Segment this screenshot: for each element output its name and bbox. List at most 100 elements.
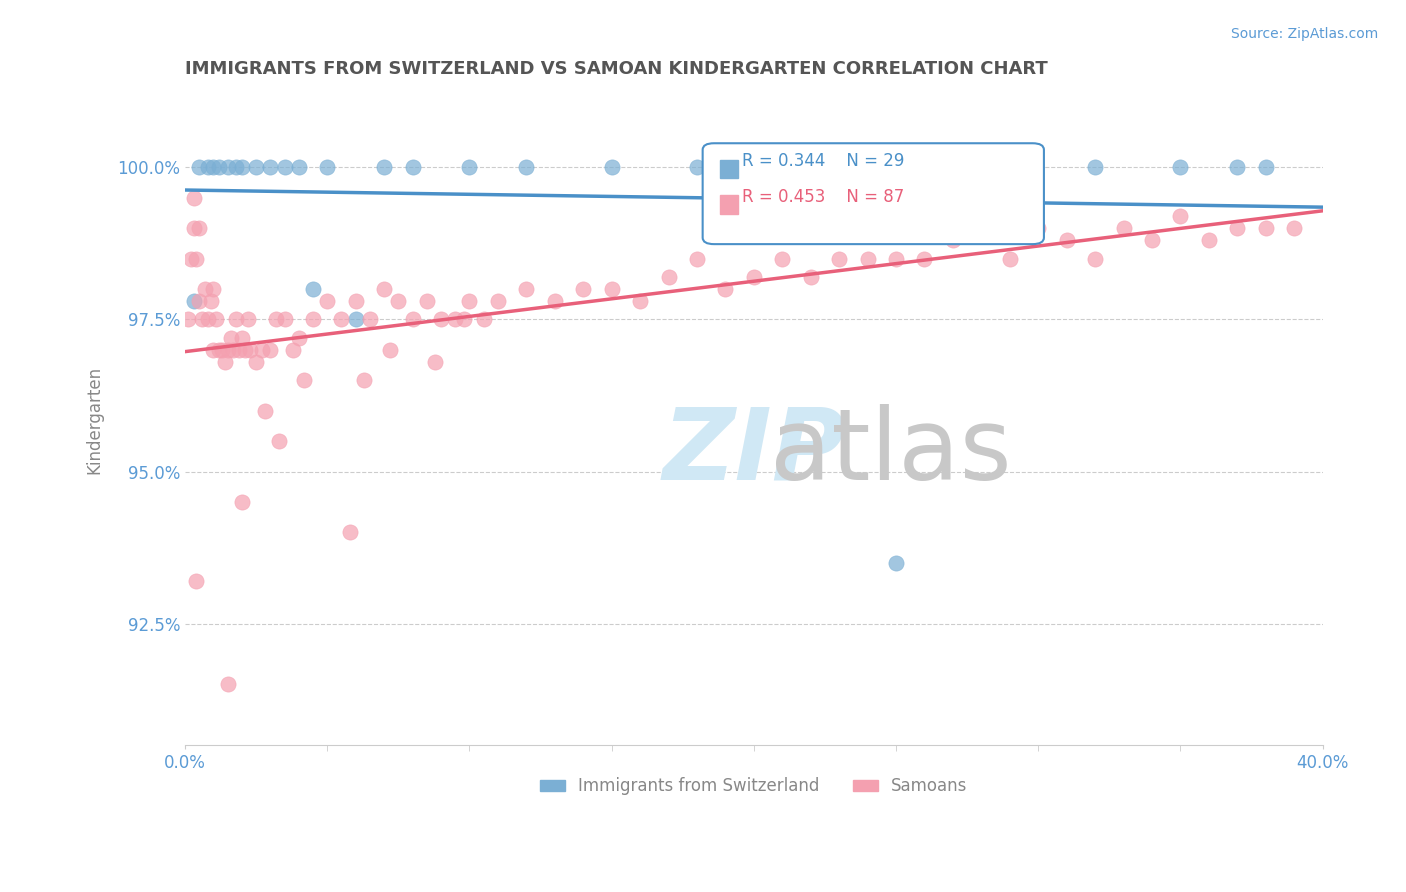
- Point: [214, 355, 236, 369]
- Point: [515, 282, 537, 296]
- Point: [294, 373, 316, 387]
- Point: [281, 343, 304, 357]
- Point: [180, 252, 202, 266]
- Point: [233, 343, 256, 357]
- Point: [302, 282, 325, 296]
- Point: [742, 161, 765, 175]
- Point: [188, 221, 211, 235]
- Point: [600, 282, 623, 296]
- Point: [188, 294, 211, 309]
- Point: [1170, 161, 1192, 175]
- Point: [273, 312, 295, 326]
- Point: [205, 312, 228, 326]
- Point: [998, 252, 1021, 266]
- Point: [191, 312, 214, 326]
- Point: [430, 312, 453, 326]
- Point: [197, 161, 219, 175]
- Point: [316, 161, 339, 175]
- Point: [1282, 221, 1305, 235]
- Point: [288, 331, 311, 345]
- Point: [211, 343, 233, 357]
- Point: [714, 282, 737, 296]
- Text: atlas: atlas: [769, 404, 1011, 501]
- Point: [273, 161, 295, 175]
- Point: [202, 161, 225, 175]
- Point: [970, 161, 993, 175]
- Point: [515, 161, 537, 175]
- Point: [458, 294, 481, 309]
- Point: [1254, 161, 1277, 175]
- Point: [217, 161, 239, 175]
- Point: [217, 343, 239, 357]
- Point: [245, 161, 267, 175]
- Point: [600, 161, 623, 175]
- Point: [177, 312, 200, 326]
- Point: [387, 294, 409, 309]
- Text: ZIP: ZIP: [662, 404, 845, 501]
- Point: [401, 312, 423, 326]
- Point: [316, 294, 339, 309]
- Point: [828, 252, 851, 266]
- Y-axis label: Kindergarten: Kindergarten: [86, 366, 103, 474]
- Point: [628, 294, 651, 309]
- Text: R = 0.453    N = 87: R = 0.453 N = 87: [742, 188, 904, 206]
- Point: [288, 161, 311, 175]
- Point: [942, 234, 965, 248]
- Point: [200, 294, 222, 309]
- Point: [401, 161, 423, 175]
- Point: [194, 282, 217, 296]
- Point: [544, 294, 567, 309]
- Point: [914, 252, 936, 266]
- Point: [239, 343, 262, 357]
- Point: [330, 312, 353, 326]
- Point: [425, 355, 447, 369]
- Point: [1112, 221, 1135, 235]
- Point: [1226, 221, 1249, 235]
- Point: [800, 161, 823, 175]
- Point: [183, 221, 205, 235]
- Point: [686, 161, 709, 175]
- Point: [264, 312, 287, 326]
- Point: [1226, 161, 1249, 175]
- Point: [202, 282, 225, 296]
- FancyBboxPatch shape: [703, 144, 1043, 244]
- Point: [202, 343, 225, 357]
- Text: Source: ZipAtlas.com: Source: ZipAtlas.com: [1230, 27, 1378, 41]
- Point: [359, 312, 381, 326]
- Point: [208, 161, 231, 175]
- Point: [217, 677, 239, 691]
- Point: [1026, 221, 1049, 235]
- Point: [884, 556, 907, 570]
- Point: [231, 331, 253, 345]
- Point: [970, 221, 993, 235]
- Point: [344, 294, 367, 309]
- Point: [1254, 221, 1277, 235]
- Point: [770, 252, 793, 266]
- Point: [416, 294, 439, 309]
- Point: [856, 252, 879, 266]
- Point: [1084, 161, 1107, 175]
- Point: [231, 495, 253, 509]
- Point: [267, 434, 290, 449]
- Point: [373, 282, 395, 296]
- Text: IMMIGRANTS FROM SWITZERLAND VS SAMOAN KINDERGARTEN CORRELATION CHART: IMMIGRANTS FROM SWITZERLAND VS SAMOAN KI…: [186, 60, 1047, 78]
- Point: [253, 403, 276, 417]
- Point: [183, 191, 205, 205]
- Point: [800, 269, 823, 284]
- Point: [302, 312, 325, 326]
- Bar: [720, 160, 738, 178]
- Point: [486, 294, 509, 309]
- Point: [222, 343, 245, 357]
- Point: [572, 282, 595, 296]
- Point: [339, 525, 361, 540]
- Point: [208, 343, 231, 357]
- Point: [231, 161, 253, 175]
- Point: [188, 161, 211, 175]
- Point: [373, 161, 395, 175]
- Point: [183, 294, 205, 309]
- Point: [1198, 234, 1220, 248]
- Point: [458, 161, 481, 175]
- Point: [186, 574, 208, 588]
- Point: [236, 312, 259, 326]
- Point: [219, 331, 242, 345]
